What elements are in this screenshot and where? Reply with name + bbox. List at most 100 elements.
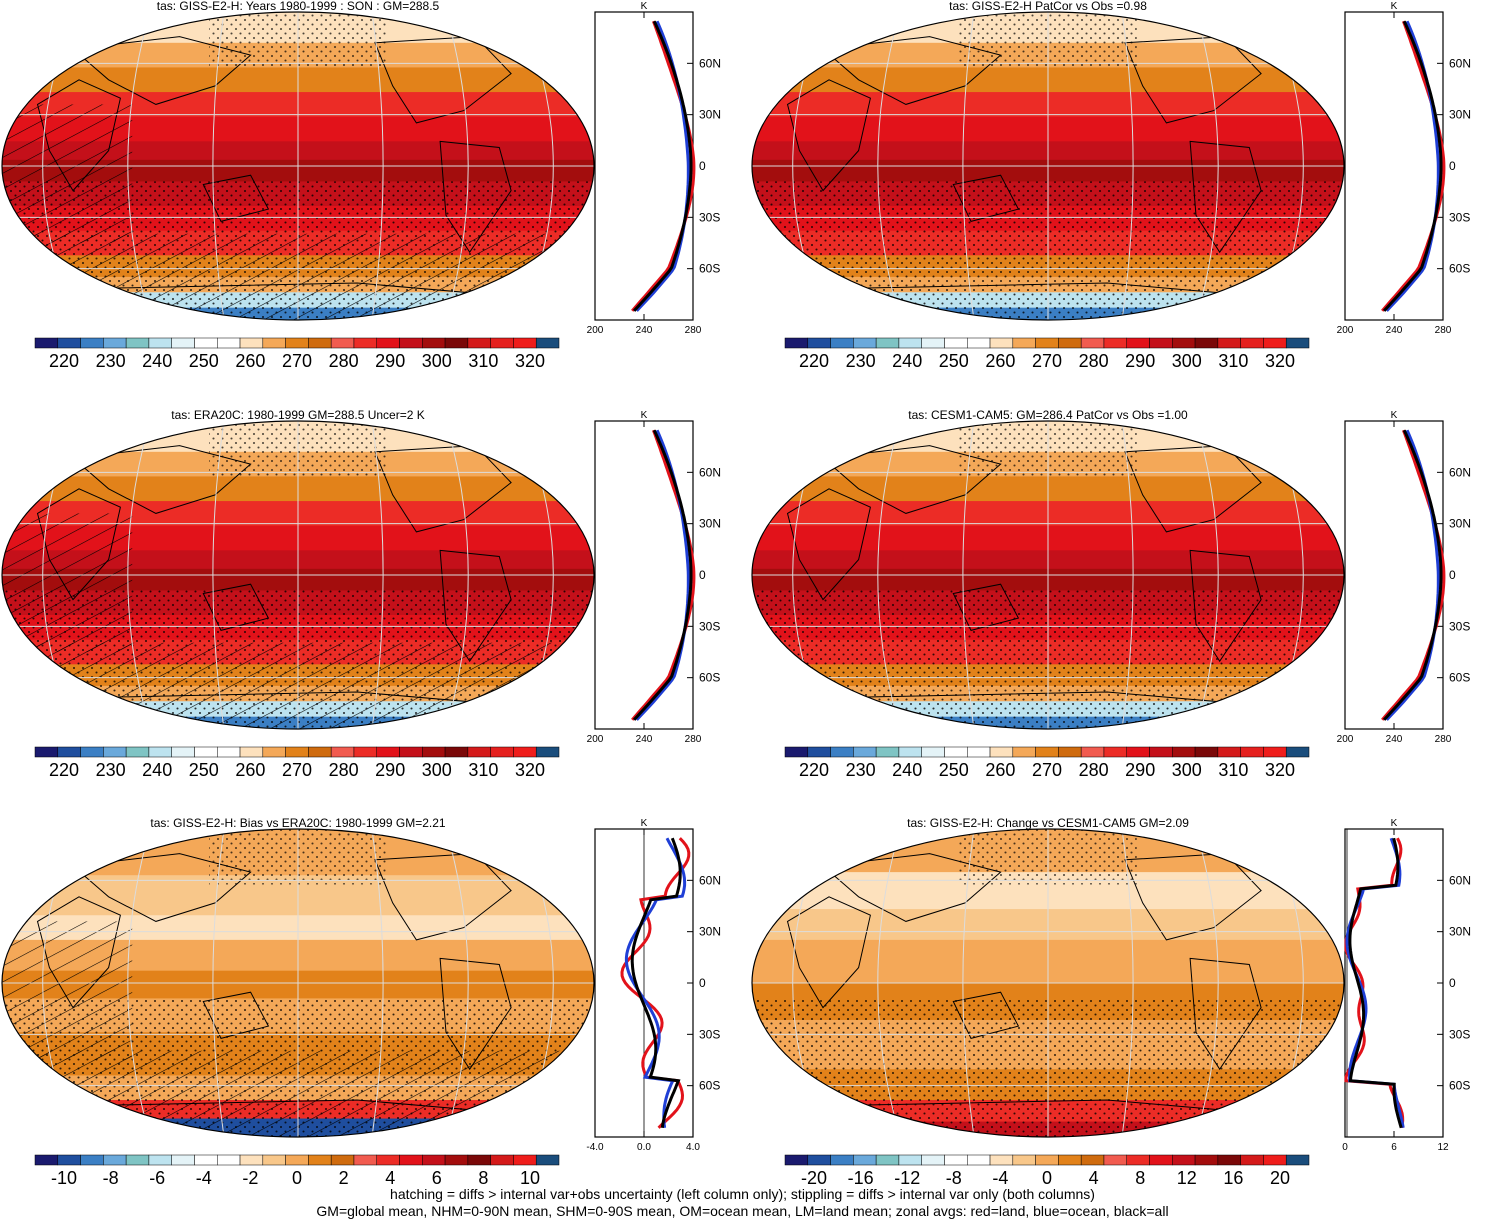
graticule-meridian (127, 421, 151, 729)
colorbar-swatch (1149, 1154, 1173, 1166)
panel-1: tas: GISS-E2-H: Years 1980-1999 : SON : … (1, 0, 721, 371)
colorbar-label: 320 (515, 760, 545, 780)
zonal-land-line (1381, 20, 1446, 312)
zonal-xlabel: 200 (1337, 325, 1354, 336)
colorbar-swatch (467, 746, 491, 758)
colorbar-swatch (1012, 337, 1036, 349)
colorbar-label: 290 (1125, 760, 1155, 780)
colorbar-swatch (967, 337, 991, 349)
colorbar-swatch (1012, 1154, 1036, 1166)
colorbar-swatch (944, 337, 968, 349)
zonal-xlabel: 280 (685, 325, 702, 336)
zonal-land-line (631, 429, 696, 721)
zonal-xlabel: 6 (1391, 1142, 1397, 1153)
zonal-ylabel: 30S (1449, 619, 1470, 633)
panel-4: tas: CESM1-CAM5: GM=286.4 PatCor vs Obs … (751, 408, 1471, 780)
zonal-xlabel: 200 (1337, 734, 1354, 745)
colorbar-swatch (1285, 1154, 1310, 1166)
colorbar-label: 240 (892, 351, 922, 371)
colorbar-swatch (1035, 746, 1059, 758)
graticule-meridian (212, 829, 225, 1137)
colorbar-label: 250 (189, 351, 219, 371)
colorbar-label: 16 (1223, 1168, 1243, 1188)
zonal-xlabel: 200 (587, 734, 604, 745)
colorbar-label: 0 (1042, 1168, 1052, 1188)
zonal-ylabel: 0 (699, 159, 706, 173)
colorbar-swatch (830, 337, 854, 349)
colorbar-swatch (535, 1154, 560, 1166)
colorbar-swatch (989, 1154, 1014, 1166)
zonal-ylabel: 60N (699, 465, 721, 479)
zonal-unit: K (1391, 410, 1398, 421)
colorbar-swatch (807, 1154, 831, 1166)
map-title: tas: CESM1-CAM5: GM=286.4 PatCor vs Obs … (908, 408, 1188, 422)
colorbar-label: 280 (1079, 351, 1109, 371)
zonal-frame (594, 11, 694, 321)
colorbar-swatch (1172, 746, 1196, 758)
colorbar-swatch (376, 337, 400, 349)
map-field (752, 12, 1344, 320)
map-field (752, 829, 1344, 1137)
colorbar-label: 12 (1177, 1168, 1197, 1188)
zonal-ylabel: 30S (1449, 1027, 1470, 1041)
colorbar-label: 250 (939, 351, 969, 371)
zonal-ylabel: 60N (1449, 56, 1471, 70)
colorbar-swatch (194, 1154, 218, 1166)
zonal-ylabel: 30S (699, 619, 720, 633)
zonal-ylabel: 30N (1449, 108, 1471, 122)
colorbar-swatch (422, 746, 446, 758)
colorbar-swatch (376, 746, 400, 758)
colorbar-swatch (80, 337, 104, 349)
colorbar-swatch (490, 337, 514, 349)
colorbar-swatch (308, 337, 332, 349)
zonal-ylabel: 30S (699, 1027, 720, 1041)
map-title: tas: GISS-E2-H: Years 1980-1999 : SON : … (157, 0, 440, 13)
colorbar-swatch (353, 746, 377, 758)
colorbar-swatch (171, 337, 195, 349)
zonal-xlabel: 12 (1437, 1142, 1449, 1153)
colorbar-swatch (875, 1154, 900, 1166)
zonal-xlabel: 0 (1342, 1142, 1348, 1153)
map-title: tas: ERA20C: 1980-1999 GM=288.5 Uncer=2 … (171, 408, 424, 422)
zonal-ocean-line (635, 20, 690, 312)
coastline (786, 79, 871, 192)
colorbar-swatch (399, 1154, 423, 1166)
colorbar-label: 260 (985, 760, 1015, 780)
graticule-meridian (1121, 12, 1134, 320)
graticule-meridian (962, 421, 975, 729)
colorbar-label: 20 (1270, 1168, 1290, 1188)
map-border (1, 828, 595, 1138)
panel-2: tas: GISS-E2-H PatCor vs Obs =0.98 220 230… (751, 0, 1471, 371)
colorbar-swatch (1240, 337, 1264, 349)
colorbar-swatch (285, 337, 309, 349)
colorbar-swatch (376, 1154, 400, 1166)
map-border (751, 828, 1345, 1138)
zonal-xlabel: 240 (636, 325, 653, 336)
colorbar-label: 260 (235, 760, 265, 780)
colorbar-swatch (807, 337, 831, 349)
zonal-ylabel: 60S (699, 671, 720, 685)
zonal-ylabel: 60N (1449, 465, 1471, 479)
colorbar-swatch (1217, 1154, 1241, 1166)
map-border (751, 11, 1345, 321)
graticule-meridian (445, 829, 469, 1137)
zonal-ocean-line (1385, 20, 1440, 312)
colorbar-swatch (830, 746, 854, 758)
colorbar-swatch (1285, 746, 1310, 758)
zonal-xlabel: 240 (1386, 325, 1403, 336)
zonal-all-line (1382, 20, 1443, 312)
colorbar-label: 220 (799, 760, 829, 780)
zonal-land-line (631, 20, 696, 312)
colorbar-swatch (148, 337, 172, 349)
colorbar-swatch (784, 746, 809, 758)
colorbar-swatch (34, 337, 59, 349)
zonal-ylabel: 30N (1449, 517, 1471, 531)
colorbar-label: 320 (1265, 351, 1295, 371)
colorbar-swatch (944, 746, 968, 758)
colorbar-label: 240 (142, 351, 172, 371)
zonal-ylabel: 60N (699, 56, 721, 70)
colorbar-label: 300 (422, 351, 452, 371)
colorbar-swatch (444, 337, 469, 349)
colorbar-swatch (1194, 1154, 1219, 1166)
colorbar-swatch (1263, 746, 1287, 758)
